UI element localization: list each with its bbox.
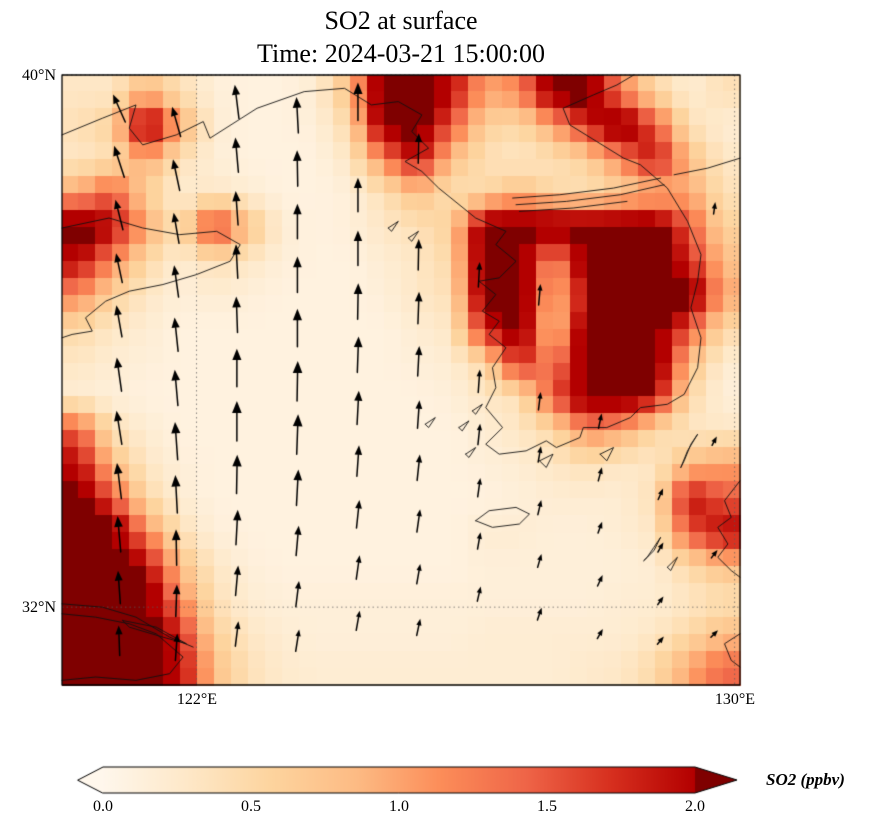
- chart-subtitle-time: Time: 2024-03-21 15:00:00: [257, 39, 545, 68]
- y-axis-tick-label-32n: 32°N: [22, 599, 56, 616]
- x-axis-tick-label-122e: 122°E: [176, 691, 218, 708]
- colorbar-label: SO2 (ppbv): [766, 770, 845, 789]
- colorbar-tick-label-0: 0.0: [93, 798, 113, 815]
- colorbar-tick-label-2: 1.0: [389, 798, 409, 815]
- chart-title: SO2 at surface: [324, 6, 478, 35]
- colorbar-tick-label-4: 2.0: [685, 798, 705, 815]
- colorbar-tick-label-3: 1.5: [537, 798, 557, 815]
- x-axis-tick-label-130e: 130°E: [714, 691, 756, 708]
- y-axis-tick-label-40n: 40°N: [22, 67, 56, 84]
- colorbar-tick-label-1: 0.5: [241, 798, 261, 815]
